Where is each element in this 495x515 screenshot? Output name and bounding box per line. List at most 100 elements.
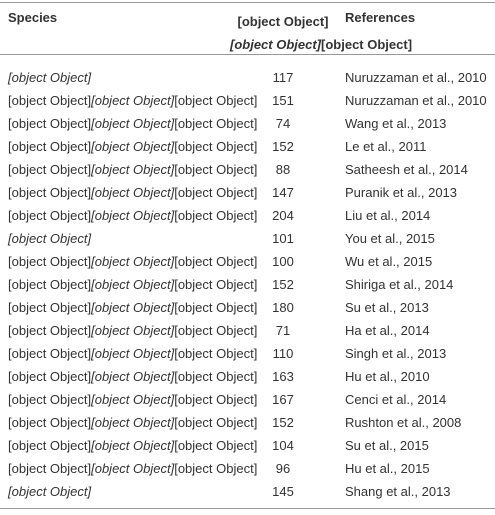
text-segment: [object Object] <box>174 369 258 384</box>
number-cell: 167 <box>272 392 294 407</box>
reference-cell: Rushton et al., 2008 <box>345 415 462 430</box>
text-segment: [object Object] <box>8 300 92 315</box>
number-cell: 104 <box>272 438 294 453</box>
reference-cell: Shiriga et al., 2014 <box>345 277 454 292</box>
species-cell: [object Object][object Object][object Ob… <box>8 277 257 293</box>
text-segment: [object Object] <box>8 277 92 292</box>
species-cell: [object Object][object Object][object Ob… <box>8 346 257 362</box>
number-cell: 71 <box>275 323 291 338</box>
reference-cell: Ha et al., 2014 <box>345 323 430 338</box>
number-cell: 152 <box>272 415 294 430</box>
text-segment: [object Object] <box>91 185 175 200</box>
species-cell: [object Object] <box>8 484 91 500</box>
text-segment: [object Object] <box>8 116 92 131</box>
number-cell: 117 <box>272 70 294 85</box>
reference-cell: Shang et al., 2013 <box>345 484 451 499</box>
reference-cell: Hu et al., 2010 <box>345 369 430 384</box>
number-cell: 180 <box>272 300 294 315</box>
text-segment: [object Object] <box>174 93 258 108</box>
species-cell: [object Object][object Object][object Ob… <box>8 369 257 385</box>
number-cell: 145 <box>272 484 294 499</box>
reference-cell: Satheesh et al., 2014 <box>345 162 468 177</box>
species-cell: [object Object][object Object][object Ob… <box>8 300 257 316</box>
text-segment: [object Object] <box>230 37 322 52</box>
reference-cell: Le et al., 2011 <box>345 139 427 154</box>
rule <box>0 508 495 509</box>
species-cell: [object Object][object Object][object Ob… <box>8 392 257 408</box>
text-segment: [object Object] <box>237 14 329 29</box>
text-segment: [object Object] <box>91 93 175 108</box>
text-segment: [object Object] <box>174 346 258 361</box>
text-segment: [object Object] <box>91 254 175 269</box>
text-segment: [object Object] <box>8 392 92 407</box>
text-segment: [object Object] <box>91 323 175 338</box>
reference-cell: Wu et al., 2015 <box>345 254 433 269</box>
text-segment: [object Object] <box>174 185 258 200</box>
species-cell: [object Object][object Object][object Ob… <box>8 185 257 201</box>
text-segment: [object Object] <box>8 369 92 384</box>
text-segment: [object Object] <box>91 438 175 453</box>
text-segment: [object Object] <box>174 116 258 131</box>
text-segment: [object Object] <box>8 208 92 223</box>
text-segment: [object Object] <box>174 277 258 292</box>
reference-cell: You et al., 2015 <box>345 231 435 246</box>
text-segment: [object Object] <box>8 323 92 338</box>
text-segment: [object Object] <box>91 162 175 177</box>
text-segment: [object Object] <box>8 461 92 476</box>
reference-cell: Cenci et al., 2014 <box>345 392 447 407</box>
species-cell: [object Object] <box>8 231 91 247</box>
text-segment: [object Object] <box>174 139 258 154</box>
text-segment: [object Object] <box>91 277 175 292</box>
header-cell: [object Object] [object Object][object Ob… <box>230 10 412 56</box>
text-segment: [object Object] <box>174 208 258 223</box>
species-cell: [object Object][object Object][object Ob… <box>8 415 257 431</box>
rule <box>0 54 495 55</box>
species-cell: [object Object][object Object][object Ob… <box>8 139 257 155</box>
header-cell: References <box>345 10 416 25</box>
number-cell: 101 <box>272 231 294 246</box>
reference-cell: Su et al., 2015 <box>345 438 429 453</box>
text-segment: [object Object] <box>8 484 92 499</box>
text-segment: [object Object] <box>174 415 258 430</box>
number-cell: 88 <box>275 162 291 177</box>
text-segment: [object Object] <box>8 139 92 154</box>
number-cell: 151 <box>272 93 294 108</box>
rule <box>0 2 495 3</box>
species-cell: [object Object][object Object][object Ob… <box>8 438 257 454</box>
species-cell: [object Object][object Object][object Ob… <box>8 461 257 477</box>
reference-cell: Singh et al., 2013 <box>345 346 447 361</box>
number-cell: 204 <box>272 208 294 223</box>
text-segment: [object Object] <box>91 300 175 315</box>
text-segment: [object Object] <box>8 346 92 361</box>
reference-cell: Liu et al., 2014 <box>345 208 431 223</box>
number-cell: 74 <box>275 116 291 131</box>
species-cell: [object Object][object Object][object Ob… <box>8 208 257 224</box>
text-segment: [object Object] <box>91 346 175 361</box>
species-cell: [object Object][object Object][object Ob… <box>8 254 257 270</box>
text-segment: [object Object] <box>91 369 175 384</box>
number-cell: 100 <box>272 254 294 269</box>
text-segment: [object Object] <box>174 323 258 338</box>
reference-cell: Hu et al., 2015 <box>345 461 430 476</box>
header-cell: Species <box>8 10 58 25</box>
text-segment: [object Object] <box>91 392 175 407</box>
text-segment: [object Object] <box>8 93 92 108</box>
species-cell: [object Object][object Object][object Ob… <box>8 93 257 109</box>
text-segment: [object Object] <box>174 300 258 315</box>
text-segment: [object Object] <box>8 254 92 269</box>
text-segment: [object Object] <box>321 37 413 52</box>
text-segment: [object Object] <box>174 162 258 177</box>
number-cell: 147 <box>272 185 294 200</box>
text-segment: [object Object] <box>8 70 92 85</box>
species-cell: [object Object][object Object][object Ob… <box>8 162 257 178</box>
text-segment: [object Object] <box>174 254 258 269</box>
reference-cell: Su et al., 2013 <box>345 300 429 315</box>
text-segment: [object Object] <box>91 415 175 430</box>
reference-cell: Wang et al., 2013 <box>345 116 447 131</box>
text-segment: [object Object] <box>174 438 258 453</box>
species-cell: [object Object] <box>8 70 91 86</box>
text-segment: [object Object] <box>91 461 175 476</box>
text-segment: [object Object] <box>91 208 175 223</box>
number-cell: 163 <box>272 369 294 384</box>
